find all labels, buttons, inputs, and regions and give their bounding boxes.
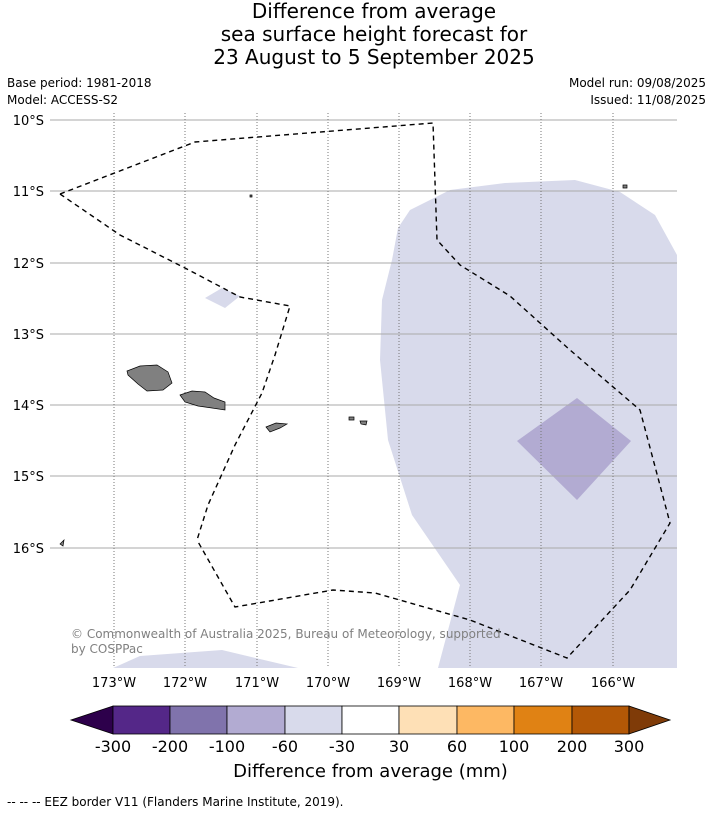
lat-label: 14°S	[13, 399, 44, 414]
latitude-labels: 10°S 11°S 12°S 13°S 14°S 15°S 16°S	[13, 114, 44, 557]
anomaly-region-small-nw	[205, 288, 240, 308]
lat-label: 12°S	[13, 257, 44, 272]
land-islands	[59, 184, 628, 547]
eez-legend-note: -- -- -- EEZ border V11 (Flanders Marine…	[7, 795, 344, 809]
lat-label: 13°S	[13, 328, 44, 343]
lat-label: 16°S	[13, 542, 44, 557]
island-ne	[622, 184, 628, 189]
colorbar-bin	[284, 705, 343, 735]
copyright-notice: © Commonwealth of Australia 2025, Bureau…	[71, 627, 501, 656]
colorbar-min-arrow	[69, 705, 114, 735]
colorbar-tick-label: -30	[328, 737, 356, 756]
anomaly-region-main	[380, 180, 677, 668]
lon-label: 172°W	[163, 676, 207, 691]
colorbar-bin	[341, 705, 400, 735]
colorbar-bin	[226, 705, 286, 735]
model-name: Model: ACCESS-S2	[7, 93, 119, 107]
lon-label: 167°W	[519, 676, 563, 691]
island-savaii	[126, 364, 173, 392]
issued-date: Issued: 11/08/2025	[590, 93, 706, 107]
colorbar-tick-label: 30	[388, 737, 410, 756]
title-line-2: sea surface height forecast for	[220, 22, 528, 46]
colorbar-max-arrow	[628, 705, 672, 735]
anomaly-region-negative-60	[517, 398, 631, 500]
eez-border-american-samoa	[59, 122, 671, 659]
model-run: Model run: 09/08/2025	[568, 76, 706, 90]
colorbar-tick-label: 60	[446, 737, 468, 756]
colorbar-tick-label: -200	[151, 737, 189, 756]
longitude-gridlines	[113, 113, 614, 668]
meta-right: Model run: 09/08/2025 Issued: 11/08/2025	[569, 75, 706, 109]
title-line-3: 23 August to 5 September 2025	[213, 45, 535, 69]
island-manua-2	[359, 420, 368, 426]
island-swains	[249, 194, 253, 198]
island-sw	[59, 538, 65, 547]
colorbar-bin	[513, 705, 573, 735]
lon-label: 170°W	[306, 676, 350, 691]
base-period: Base period: 1981-2018	[7, 76, 152, 90]
lon-label: 173°W	[92, 676, 136, 691]
island-tutuila	[265, 422, 289, 433]
colorbar-bin	[398, 705, 458, 735]
colorbar-tick-label: 100	[498, 737, 530, 756]
lat-label: 11°S	[13, 185, 44, 200]
colorbar-bin	[456, 705, 515, 735]
lon-label: 169°W	[377, 676, 421, 691]
lat-label: 10°S	[13, 114, 44, 129]
latitude-gridlines	[50, 119, 677, 549]
lon-label: 166°W	[591, 676, 635, 691]
title-line-1: Difference from average	[251, 0, 497, 23]
lon-label: 171°W	[235, 676, 279, 691]
colorbar-tick-label: 300	[613, 737, 645, 756]
eez-borders	[59, 122, 671, 659]
island-upolu	[179, 390, 226, 411]
longitude-labels: 173°W 172°W 171°W 170°W 169°W 168°W 167°…	[92, 676, 635, 691]
lon-label: 168°W	[448, 676, 492, 691]
colorbar-bin	[112, 705, 171, 735]
colorbar-title: Difference from average (mm)	[233, 761, 508, 782]
meta-left: Base period: 1981-2018 Model: ACCESS-S2	[7, 75, 152, 109]
colorbar-tick-label: -60	[271, 737, 299, 756]
colorbar-bin	[571, 705, 630, 735]
colorbar-tick-label: -100	[208, 737, 246, 756]
map-title: Difference from average sea surface heig…	[0, 0, 713, 69]
colorbar-bin	[169, 705, 228, 735]
anomaly-region-south	[113, 650, 298, 668]
eez-border-samoa	[59, 193, 291, 541]
lat-label: 15°S	[13, 470, 44, 485]
colorbar-tick-label: -300	[94, 737, 132, 756]
colorbar	[69, 705, 672, 735]
colorbar-tick-label: 200	[556, 737, 588, 756]
island-manua-1	[348, 416, 355, 421]
